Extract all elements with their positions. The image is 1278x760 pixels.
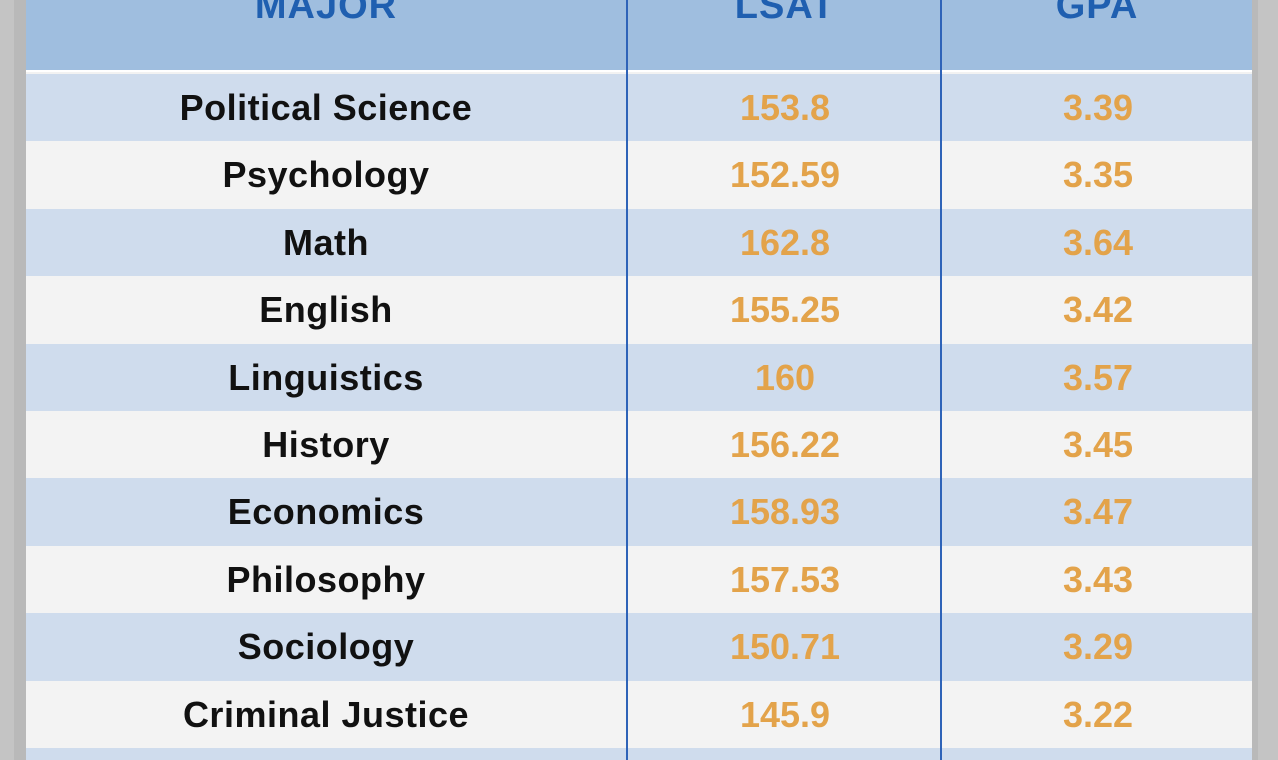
table-row: History 156.22 3.45 bbox=[26, 411, 1252, 479]
cell-gpa: 3.42 bbox=[1062, 289, 1134, 331]
cell-lsat: 160 bbox=[754, 356, 816, 398]
table-row: Psychology 152.59 3.35 bbox=[26, 141, 1252, 210]
table-row: Math 162.8 3.64 bbox=[26, 208, 1252, 277]
header-gpa: GPA bbox=[1055, 0, 1139, 27]
cell-lsat: 155.25 bbox=[729, 289, 841, 331]
table-row: Philosophy 157.53 3.43 bbox=[26, 545, 1252, 614]
column-divider-1 bbox=[626, 0, 628, 760]
cell-gpa: 3.22 bbox=[1062, 693, 1134, 735]
table-row: Criminal Justice 145.9 3.22 bbox=[26, 680, 1252, 749]
cell-gpa: 3.47 bbox=[1062, 491, 1134, 533]
cell-gpa: 3.57 bbox=[1062, 356, 1134, 398]
cell-gpa: 3.29 bbox=[1062, 626, 1134, 668]
table-row: Linguistics 160 3.57 bbox=[26, 343, 1252, 412]
cell-major: Economics bbox=[227, 491, 425, 533]
cell-lsat: 156.22 bbox=[729, 424, 841, 465]
table-row: English 155.25 3.42 bbox=[26, 276, 1252, 345]
left-border bbox=[0, 0, 14, 760]
cell-major: Linguistics bbox=[228, 356, 424, 398]
cell-gpa: 3.64 bbox=[1062, 221, 1134, 263]
cell-major: Political Science bbox=[179, 87, 473, 128]
column-divider-2 bbox=[940, 0, 942, 760]
cell-lsat: 150.71 bbox=[729, 626, 841, 668]
cell-major: Philosophy bbox=[226, 558, 426, 600]
cell-gpa: 3.45 bbox=[1062, 424, 1134, 465]
cell-lsat: 145.9 bbox=[739, 693, 831, 735]
table-row-partial bbox=[26, 748, 1252, 760]
table-row: Sociology 150.71 3.29 bbox=[26, 613, 1252, 682]
table-row: Political Science 153.8 3.39 bbox=[26, 74, 1252, 142]
cell-lsat: 162.8 bbox=[739, 221, 831, 263]
cell-major: Psychology bbox=[222, 154, 430, 196]
header-major: MAJOR bbox=[254, 0, 398, 27]
major-stats-table: MAJOR LSAT GPA Political Science 153.8 3.3… bbox=[26, 0, 1252, 760]
cell-lsat: 158.93 bbox=[729, 491, 841, 533]
table-row: Economics 158.93 3.47 bbox=[26, 478, 1252, 547]
cell-major: Sociology bbox=[237, 626, 415, 668]
cell-major: English bbox=[259, 289, 393, 331]
cell-major: Math bbox=[283, 221, 369, 263]
right-border bbox=[1258, 0, 1278, 760]
table-header: MAJOR LSAT GPA bbox=[26, 0, 1252, 72]
cell-major: Criminal Justice bbox=[182, 693, 470, 735]
header-lsat: LSAT bbox=[734, 0, 836, 27]
cell-major: History bbox=[262, 424, 390, 465]
cell-gpa: 3.35 bbox=[1062, 154, 1134, 196]
cell-lsat: 152.59 bbox=[729, 154, 841, 196]
cell-lsat: 157.53 bbox=[729, 558, 841, 600]
cell-gpa: 3.43 bbox=[1062, 558, 1134, 600]
cell-lsat: 153.8 bbox=[739, 87, 831, 128]
cell-gpa: 3.39 bbox=[1062, 87, 1134, 128]
